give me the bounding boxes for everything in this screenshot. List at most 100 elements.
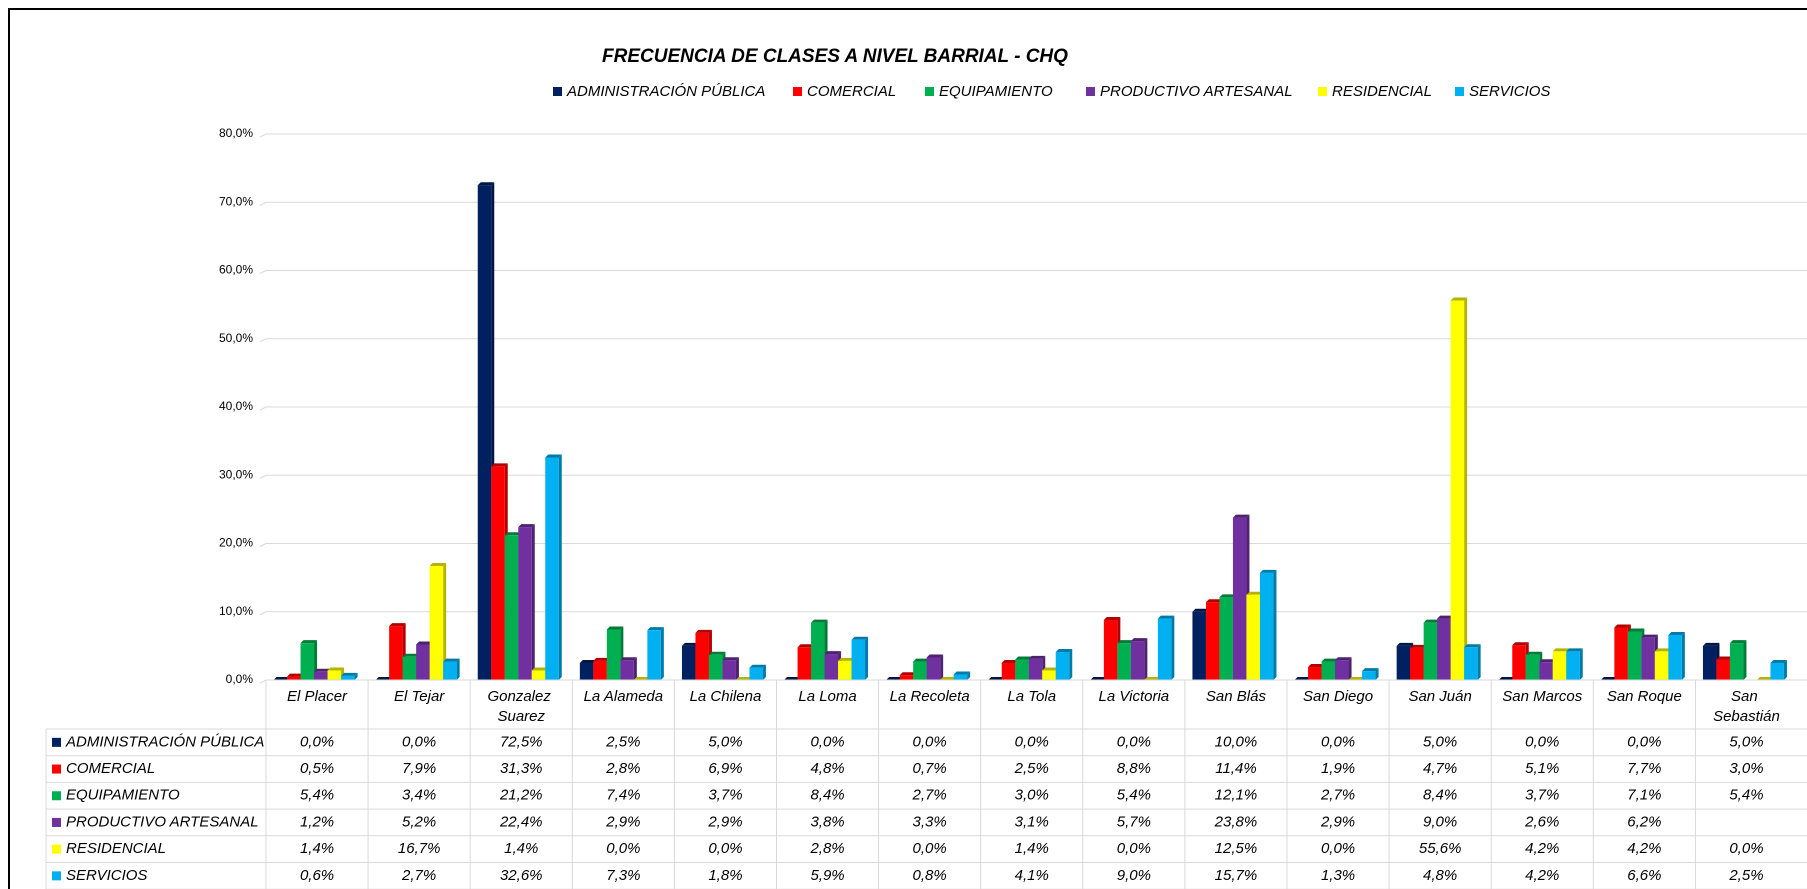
table-cell: 4,1% xyxy=(1015,867,1049,884)
bar-top xyxy=(620,657,637,661)
table-cell: 9,0% xyxy=(1423,813,1457,830)
bar xyxy=(1423,622,1438,680)
bar-top xyxy=(926,654,944,658)
bar-top xyxy=(416,641,433,645)
table-cell: 3,0% xyxy=(1015,787,1049,804)
bar-top xyxy=(1756,677,1774,680)
table-cell: 5,2% xyxy=(402,813,436,830)
bar xyxy=(314,671,328,680)
bar-group xyxy=(1130,638,1148,680)
bar-group xyxy=(429,563,447,680)
bar-top xyxy=(1219,594,1236,598)
bar-group xyxy=(273,677,291,680)
tick-mark xyxy=(259,133,267,138)
table-cell: 15,7% xyxy=(1215,867,1258,884)
label-line: Gonzalez xyxy=(487,688,555,705)
bar-top xyxy=(838,657,855,661)
bar-top xyxy=(327,667,345,671)
table-row-label: RESIDENCIAL xyxy=(66,840,166,857)
bar-side xyxy=(762,664,766,680)
bar-group xyxy=(341,672,358,680)
table-cell: 3,3% xyxy=(913,813,947,830)
bar xyxy=(1259,572,1274,680)
bar-side xyxy=(1144,638,1148,680)
table-row-label: COMERCIAL xyxy=(66,760,155,777)
tick-mark xyxy=(259,338,267,343)
bar xyxy=(1117,643,1131,680)
bar xyxy=(1192,611,1206,680)
bar-top xyxy=(389,623,406,627)
bar xyxy=(287,676,301,680)
table-cell: 1,9% xyxy=(1321,760,1355,777)
bar xyxy=(1321,661,1336,680)
bar-top xyxy=(504,532,522,536)
table-cell: 0,0% xyxy=(913,733,947,750)
bar-side xyxy=(1464,297,1468,680)
bar-side xyxy=(456,658,460,680)
table-cell: 0,0% xyxy=(1525,733,1559,750)
label-line: Sebastián xyxy=(1713,708,1780,725)
bar-top xyxy=(1321,658,1339,662)
table-cell: 9,0% xyxy=(1117,867,1151,884)
bar xyxy=(545,457,559,680)
bar-group xyxy=(1450,297,1468,680)
table-cell: 2,5% xyxy=(1014,760,1049,777)
bar-side xyxy=(865,636,869,680)
bar-group xyxy=(1756,677,1774,680)
bar-group xyxy=(953,671,971,680)
legend-swatch xyxy=(1318,87,1327,96)
y-tick-label: 20,0% xyxy=(219,536,253,550)
legend-label: ADMINISTRACIÓN PÚBLICA xyxy=(566,83,765,100)
legend-label: RESIDENCIAL xyxy=(1332,83,1432,100)
table-cell: 72,5% xyxy=(500,733,543,750)
bar xyxy=(811,622,825,680)
bar-top xyxy=(1042,667,1059,671)
bar-top xyxy=(1627,628,1645,632)
bar xyxy=(926,657,941,680)
y-tick-label: 70,0% xyxy=(219,194,253,208)
table-cell: 0,0% xyxy=(810,733,844,750)
bar-top xyxy=(824,651,842,655)
bar-top xyxy=(681,642,699,646)
x-tick-label: El Tejar xyxy=(394,688,445,705)
bar-top xyxy=(1362,668,1379,672)
bar-top xyxy=(531,667,549,671)
bar-top xyxy=(1600,677,1618,680)
table-cell: 0,8% xyxy=(913,867,947,884)
table-cell: 6,9% xyxy=(708,760,742,777)
table-cell: 5,4% xyxy=(300,787,334,804)
bar-top xyxy=(749,664,766,668)
bar-group xyxy=(1512,642,1529,680)
bar-group xyxy=(1055,649,1073,680)
legend-key xyxy=(52,764,61,774)
x-tick-label: San Juán xyxy=(1408,688,1471,705)
bar xyxy=(1716,659,1730,680)
label-line: Suarez xyxy=(497,708,545,725)
bar xyxy=(1015,659,1029,680)
bar xyxy=(402,656,417,680)
legend-key xyxy=(52,871,61,881)
legend-key xyxy=(52,737,61,747)
legend-swatch xyxy=(925,87,934,96)
bar xyxy=(443,661,457,680)
x-tick-label: La Alameda xyxy=(584,688,664,705)
bar-group xyxy=(1144,677,1161,680)
bar-top xyxy=(1130,638,1148,642)
y-tick-label: 10,0% xyxy=(219,604,253,618)
bar-group xyxy=(784,677,801,680)
bar xyxy=(1232,517,1247,680)
bar-top xyxy=(1028,655,1046,659)
table-cell: 3,0% xyxy=(1729,760,1763,777)
tick-mark xyxy=(259,474,267,479)
bar-side xyxy=(1743,640,1747,680)
bar-top xyxy=(811,619,828,623)
bar-group xyxy=(1103,616,1121,680)
bar-side xyxy=(1171,615,1175,680)
bar-top xyxy=(1259,569,1277,573)
bar xyxy=(416,644,430,680)
bar-side xyxy=(1579,648,1583,680)
bar-top xyxy=(429,563,447,567)
bar xyxy=(1335,660,1349,680)
bar-top xyxy=(300,640,318,644)
